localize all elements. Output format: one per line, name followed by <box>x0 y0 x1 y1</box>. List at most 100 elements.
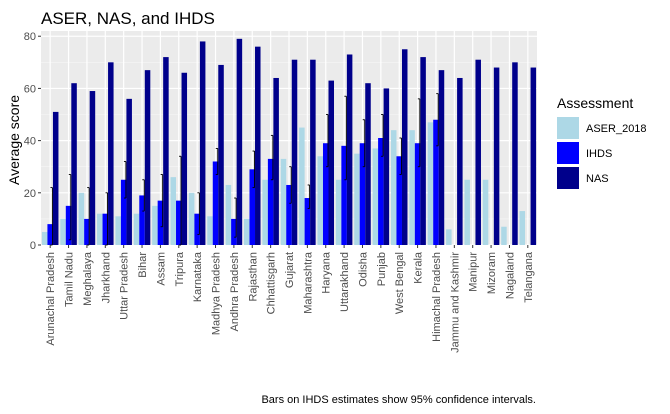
bar-nas <box>71 83 77 245</box>
y-axis: 0 20 40 60 80 <box>24 31 41 252</box>
legend-title: Assessment <box>557 95 633 111</box>
bar-aser <box>262 179 268 245</box>
bar-ihds <box>120 179 127 245</box>
bar-aser <box>115 216 121 245</box>
bar-aser <box>427 122 434 245</box>
x-tick-label: Jharkhand <box>100 252 112 303</box>
bar-ihds <box>231 218 237 245</box>
bar-aser <box>354 153 360 245</box>
bar-ihds <box>396 156 402 245</box>
bar-nas <box>144 70 151 246</box>
y-tick-label: 20 <box>24 188 36 200</box>
x-tick-label: Tamil Nadu <box>64 252 76 307</box>
x-tick-label: Kerala <box>413 251 425 284</box>
x-tick-label: Haryana <box>321 251 333 293</box>
x-tick-label: Andhra Pradesh <box>229 252 241 332</box>
bar-ihds <box>304 198 311 245</box>
bar-ihds <box>322 143 329 245</box>
bar-ihds <box>194 213 200 245</box>
y-tick-label: 0 <box>30 240 36 252</box>
bar-nas <box>255 46 261 245</box>
bar-nas <box>310 59 316 245</box>
y-axis-title: Average score <box>6 95 22 185</box>
bar-nas <box>438 70 445 246</box>
x-tick-label: Bihar <box>137 252 149 278</box>
x-tick-label: Uttar Pradesh <box>119 252 131 320</box>
bar-aser <box>170 177 177 245</box>
legend-label-aser: ASER_2018 <box>586 123 647 135</box>
bar-aser <box>41 231 48 245</box>
bar-aser <box>97 213 103 245</box>
x-tick-label: Mizoram <box>486 252 498 294</box>
bar-aser <box>317 156 323 245</box>
bar-nas <box>512 62 518 245</box>
bar-aser <box>78 192 85 245</box>
bar-aser <box>501 226 507 245</box>
bar-ihds <box>84 218 90 245</box>
bar-aser <box>188 192 195 245</box>
bar-nas <box>383 88 390 245</box>
y-tick-label: 80 <box>24 31 36 43</box>
bar-aser <box>446 229 452 245</box>
bars <box>41 38 537 246</box>
bar-aser <box>60 218 66 245</box>
x-tick-label: Chhattisgarh <box>266 252 278 314</box>
bar-nas <box>52 111 59 245</box>
bar-ihds <box>341 145 347 245</box>
bar-nas <box>273 77 279 245</box>
x-tick-label: Gujarat <box>284 252 296 288</box>
bar-nas <box>420 57 426 245</box>
bar-aser <box>152 205 158 245</box>
x-tick-label: Nagaland <box>504 252 516 299</box>
bar-aser <box>519 211 526 245</box>
bar-nas <box>236 38 243 245</box>
bar-aser <box>207 216 213 245</box>
y-tick-label: 60 <box>24 83 36 95</box>
bar-nas <box>163 57 169 245</box>
bar-ihds <box>378 138 384 245</box>
x-tick-label: Arunachal Pradesh <box>45 252 57 346</box>
bar-ihds <box>359 143 366 245</box>
x-tick-label: Tripura <box>174 251 186 286</box>
bar-nas <box>457 77 463 245</box>
x-tick-label: Manipur <box>468 252 480 292</box>
bar-nas <box>181 72 188 245</box>
bar-ihds <box>212 161 219 245</box>
bar-ihds <box>267 158 274 245</box>
bar-nas <box>291 59 298 245</box>
bar-ihds <box>102 213 109 245</box>
x-tick-label: Assam <box>155 252 167 286</box>
x-tick-label: Jammu and Kashmir <box>449 252 461 353</box>
bar-aser <box>335 179 342 245</box>
x-tick-label: Telangana <box>523 251 535 303</box>
x-tick-label: Punjab <box>376 252 388 286</box>
bar-aser <box>464 179 470 245</box>
x-axis: Arunachal Pradesh Tamil Nadu Meghalaya Jhar… <box>45 245 535 353</box>
legend-label-ihds: IHDS <box>586 148 612 160</box>
bar-nas <box>475 59 481 245</box>
bar-aser <box>133 213 140 245</box>
legend: Assessment ASER_2018 IHDS NAS <box>557 95 647 189</box>
bar-nas <box>328 80 335 246</box>
bar-nas <box>89 91 96 246</box>
x-tick-label: Odisha <box>357 251 369 287</box>
y-tick-label: 40 <box>24 136 36 148</box>
bar-nas <box>401 49 408 245</box>
bar-nas <box>126 98 132 245</box>
x-tick-label: Uttarakhand <box>339 252 351 312</box>
legend-key-nas <box>557 167 579 189</box>
error-bars <box>50 93 439 246</box>
bar-ihds <box>139 195 145 245</box>
x-tick-label: Himachal Pradesh <box>431 252 443 342</box>
chart-caption: Bars on IHDS estimates show 95% confiden… <box>261 394 536 406</box>
x-tick-label: West Bengal <box>394 252 406 314</box>
bar-aser <box>372 148 379 245</box>
bar-nas <box>346 54 353 245</box>
bar-nas <box>365 83 371 245</box>
bar-ihds <box>433 119 439 245</box>
bar-ihds <box>249 169 256 245</box>
x-tick-label: Rajasthan <box>247 252 259 302</box>
legend-key-ihds <box>557 142 579 164</box>
bar-aser <box>390 130 397 245</box>
